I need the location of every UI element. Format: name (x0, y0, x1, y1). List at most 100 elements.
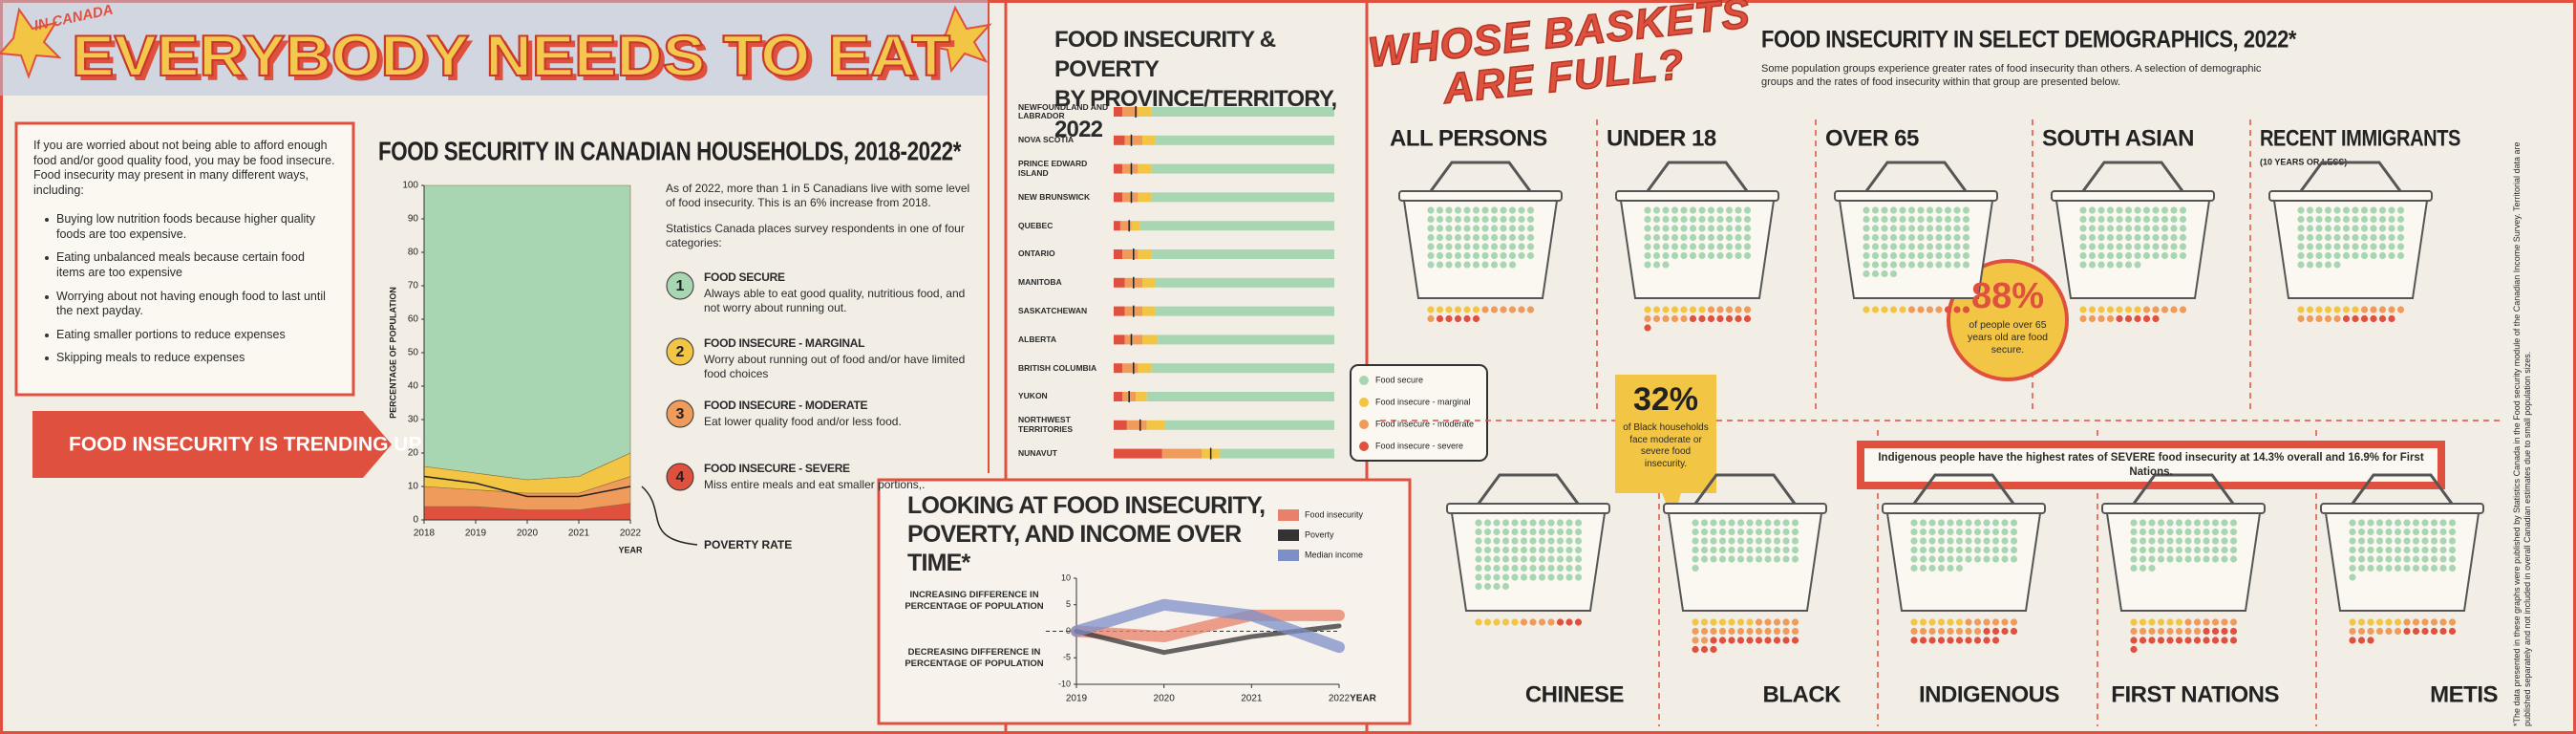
waffle-dot (1907, 306, 1916, 313)
waffle-dot (2088, 206, 2097, 214)
waffle-dot (2166, 537, 2174, 545)
waffle-dot (1944, 261, 1952, 269)
waffle-dot (2079, 215, 2087, 224)
waffle-dot (1965, 519, 1972, 527)
y-tick-label: 70 (408, 281, 419, 291)
waffle-dot (2203, 618, 2210, 626)
number-badge (666, 399, 694, 428)
waffle-dot (2139, 519, 2147, 527)
waffle-dot (1481, 233, 1489, 242)
waffle-dot (1574, 528, 1583, 536)
waffle-dot (2378, 225, 2387, 232)
waffle-dot (2370, 306, 2377, 313)
waffle-dot (1692, 618, 1699, 626)
waffle-dot (2001, 627, 2009, 636)
waffle-dot (1755, 546, 1763, 554)
waffle-dot (2412, 537, 2420, 545)
waffle-dot (1680, 251, 1688, 260)
waffle-dot (1962, 261, 1970, 269)
waffle-dot (1472, 251, 1480, 260)
waffle-dot (1743, 314, 1752, 323)
waffle-dot (1454, 261, 1462, 269)
waffle-dot (1919, 519, 1927, 527)
waffle-dot (2439, 528, 2447, 536)
waffle-dot (1718, 637, 1727, 644)
bar-segment (1164, 420, 1334, 430)
chart-title: FOOD SECURITY IN CANADIAN HOUSEHOLDS, 20… (378, 136, 961, 165)
waffle-dot (2203, 627, 2210, 636)
waffle-dot (2152, 233, 2160, 242)
bullet-dot (45, 356, 49, 361)
waffle-dot (1881, 225, 1888, 232)
waffle-dot (1689, 251, 1697, 260)
waffle-dot (1889, 270, 1898, 278)
header-band (0, 0, 989, 96)
waffle-dot (2352, 314, 2359, 323)
waffle-dot (2367, 564, 2374, 572)
intro-bullet: Buying low nutrition foods because highe… (45, 212, 334, 242)
waffle-dot (1944, 206, 1952, 214)
waffle-dot (2430, 537, 2438, 545)
waffle-dot (2170, 306, 2178, 313)
waffle-dot (2403, 618, 2411, 626)
star-burst (0, 7, 62, 79)
waffle-dot (1953, 233, 1961, 242)
waffle-dot (2357, 627, 2366, 636)
waffle-dot (1962, 225, 1970, 232)
waffle-dot (2421, 528, 2429, 536)
waffle-dot (1526, 243, 1535, 250)
waffle-dot (2378, 314, 2387, 323)
bar-segment (1151, 363, 1334, 374)
waffle-dot (1910, 537, 1918, 545)
waffle-dot (1947, 546, 1954, 554)
waffle-dot (2324, 206, 2332, 214)
waffle-dot (2116, 215, 2123, 224)
waffle-dot (1689, 314, 1697, 323)
waffle-dot (1445, 314, 1453, 323)
waffle-dot (2088, 314, 2097, 323)
waffle-dot (1520, 528, 1528, 536)
basket-handle (1691, 473, 1799, 508)
waffle-dot (2211, 618, 2220, 626)
waffle-dot (2448, 519, 2457, 527)
waffle-dot (1472, 215, 1480, 224)
waffle-dot (2130, 537, 2138, 545)
waffle-dot (1907, 233, 1916, 242)
y-tick-label: -10 (1058, 679, 1071, 688)
waffle-dot (1475, 537, 1482, 545)
waffle-dot (2367, 637, 2374, 644)
waffle-dot (1652, 206, 1661, 214)
waffle-dot (2211, 528, 2220, 536)
waffle-dot (2170, 206, 2178, 214)
waffle-dot (1919, 537, 1927, 545)
waffle-dot (1700, 627, 1709, 636)
waffle-dot (1529, 555, 1537, 563)
y-tick-label: 50 (408, 348, 419, 358)
waffle-dot (1511, 546, 1519, 554)
province-label: MANITOBA (1018, 277, 1062, 288)
waffle-dot (2157, 637, 2165, 644)
waffle-dot (2184, 528, 2192, 536)
x-tick-label: 2022 (620, 529, 642, 539)
waffle-dot (1889, 215, 1898, 224)
waffle-dot (2157, 528, 2165, 536)
waffle-dot (1574, 618, 1583, 626)
waffle-dot (2315, 251, 2323, 260)
waffle-dot (1662, 225, 1670, 232)
waffle-dot (2124, 314, 2133, 323)
waffle-dot (2439, 537, 2447, 545)
waffle-dot (1445, 206, 1453, 214)
waffle-dot (2396, 215, 2405, 224)
waffle-dot (1716, 314, 1724, 323)
waffle-dot (1463, 233, 1471, 242)
waffle-dot (1518, 215, 1525, 224)
waffle-dot (1773, 528, 1781, 536)
waffle-dot (2421, 537, 2429, 545)
bar-segment (1131, 221, 1140, 231)
waffle-dot (1445, 261, 1453, 269)
waffle-dot (2378, 306, 2387, 313)
waffle-dot (1520, 519, 1528, 527)
waffle-dot (2166, 637, 2174, 644)
waffle-dot (1520, 564, 1528, 572)
